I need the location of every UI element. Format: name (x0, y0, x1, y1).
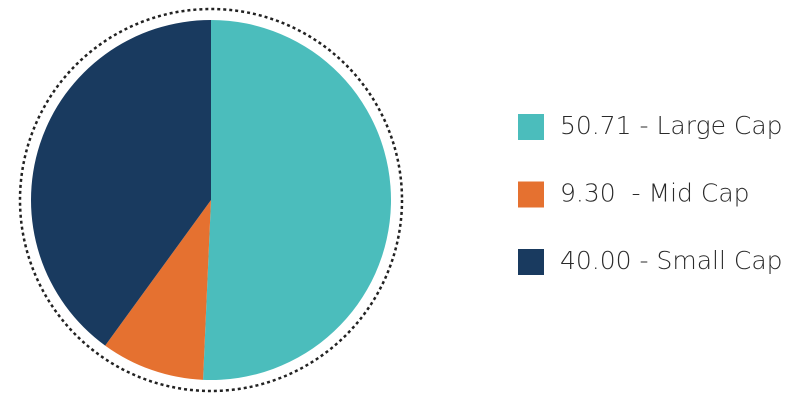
pie-slice (203, 20, 392, 381)
legend-swatch (518, 249, 544, 275)
pie-slice (30, 19, 211, 346)
legend-swatch (518, 114, 544, 140)
pie-slice (105, 200, 211, 380)
legend-label: 50.71 - Large Cap (560, 111, 783, 140)
legend-label: 40.00 - Small Cap (560, 246, 783, 275)
legend-label: 9.30 - Mid Cap (560, 179, 750, 208)
dotted-ring (18, 7, 404, 393)
legend-swatch (518, 181, 544, 208)
